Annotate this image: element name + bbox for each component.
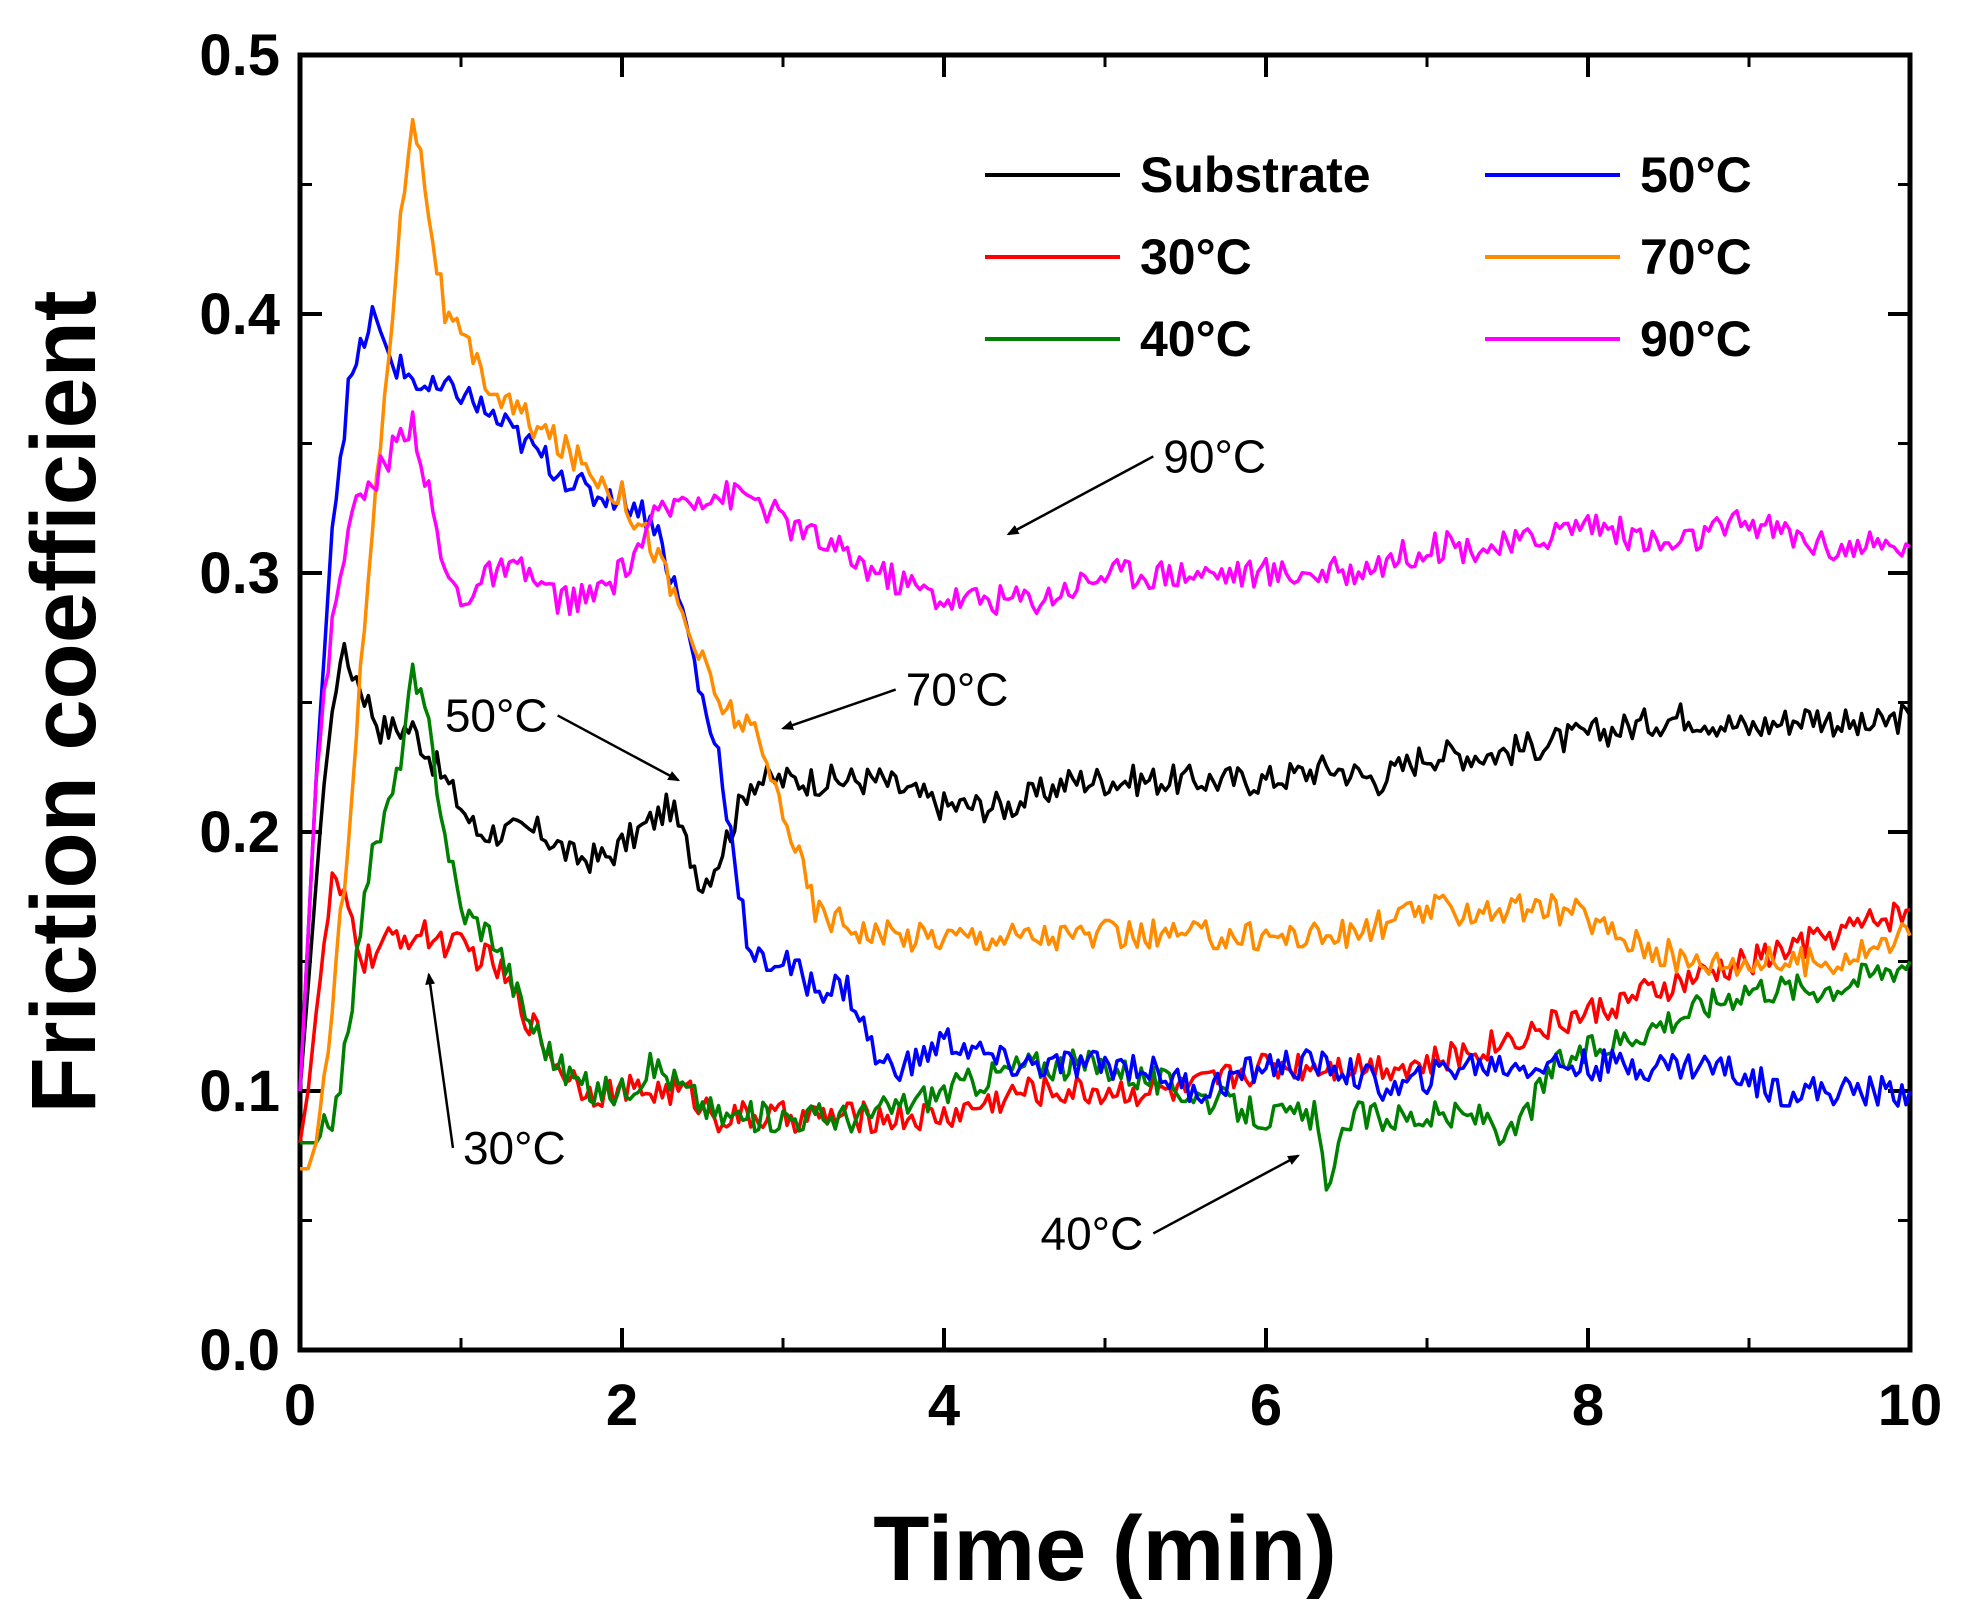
series-line-1 bbox=[298, 871, 1911, 1144]
annotation-label: 90°C bbox=[1163, 430, 1266, 482]
y-tick-label: 0.1 bbox=[199, 1059, 280, 1124]
series-line-5 bbox=[298, 410, 1912, 1092]
x-tick-label: 2 bbox=[606, 1373, 638, 1438]
annotation-arrow bbox=[1152, 1154, 1300, 1235]
annotation-label: 50°C bbox=[445, 689, 548, 741]
series-lines bbox=[298, 117, 1912, 1192]
annotation-arrow bbox=[557, 714, 681, 782]
series-line-0 bbox=[298, 641, 1912, 1092]
legend-label: 30°C bbox=[1140, 229, 1252, 285]
legend-label: 70°C bbox=[1640, 229, 1752, 285]
x-tick-label: 8 bbox=[1572, 1373, 1604, 1438]
annotations: 90°C 70°C 50°C 30°C 40°C bbox=[425, 430, 1300, 1259]
legend-label: 50°C bbox=[1640, 147, 1752, 203]
x-axis-title: Time (min) bbox=[873, 1498, 1336, 1600]
x-tick-label: 0 bbox=[284, 1373, 316, 1438]
y-tick-label: 0.3 bbox=[199, 541, 280, 606]
x-tick-label: 6 bbox=[1250, 1373, 1282, 1438]
x-tick-label: 4 bbox=[928, 1373, 960, 1438]
series-line-4 bbox=[300, 117, 1912, 1171]
legend-label: Substrate bbox=[1140, 147, 1371, 203]
legend: Substrate 50°C 30°C 70°C 40°C 90°C bbox=[985, 147, 1752, 367]
y-tick-label: 0.2 bbox=[199, 800, 280, 865]
annotation-label: 70°C bbox=[906, 664, 1009, 716]
annotation-arrow bbox=[1006, 455, 1154, 536]
y-tick-label: 0.0 bbox=[199, 1318, 280, 1383]
y-tick-label: 0.5 bbox=[199, 23, 280, 88]
y-tick-label: 0.4 bbox=[199, 282, 280, 347]
annotation-label: 40°C bbox=[1041, 1207, 1144, 1259]
series-line-2 bbox=[300, 662, 1912, 1192]
x-tick-label: 10 bbox=[1878, 1373, 1943, 1438]
y-axis-title: Friction coefficient bbox=[13, 291, 115, 1114]
legend-label: 40°C bbox=[1140, 311, 1252, 367]
series-line-3 bbox=[298, 304, 1912, 1108]
annotation-arrow bbox=[781, 688, 897, 730]
legend-label: 90°C bbox=[1640, 311, 1752, 367]
annotation-label: 30°C bbox=[463, 1122, 566, 1174]
annotation-arrow bbox=[425, 972, 455, 1149]
axes: 0 2 4 6 8 10 0.0 0.1 0.2 0.3 0.4 0.5 bbox=[199, 23, 1942, 1438]
